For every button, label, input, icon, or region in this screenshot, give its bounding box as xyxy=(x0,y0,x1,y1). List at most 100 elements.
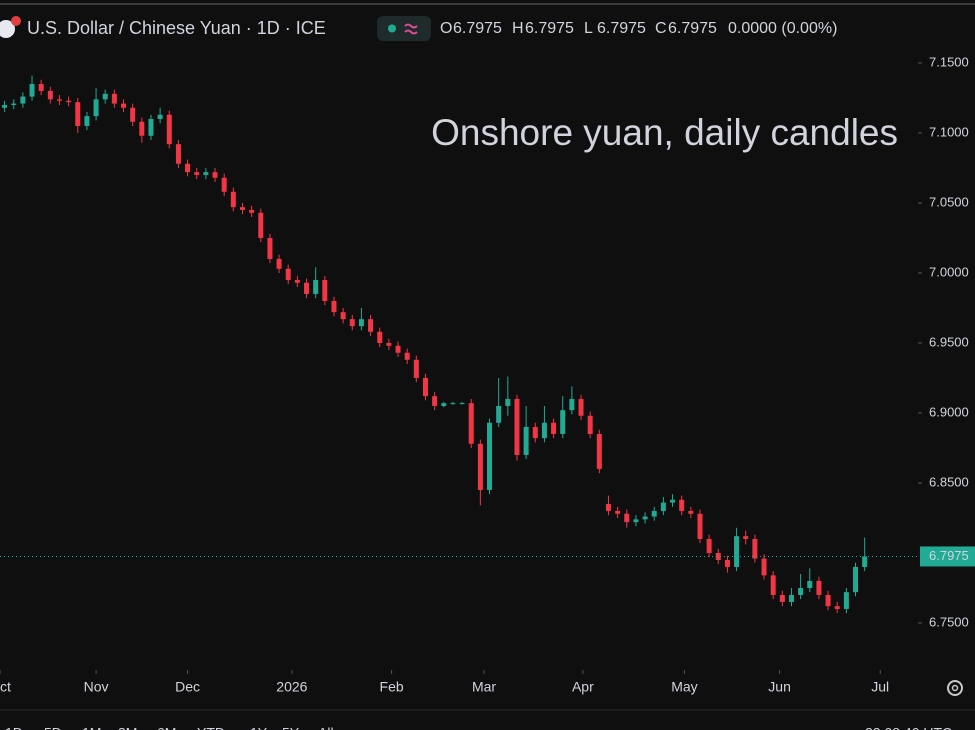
status-icon xyxy=(404,23,418,35)
candle-body xyxy=(395,345,401,353)
header-low-label: L xyxy=(584,20,593,37)
candle-body xyxy=(148,118,154,136)
y-tick-label: 7.0500 xyxy=(929,194,969,209)
candle-body xyxy=(432,396,438,406)
candle-body xyxy=(450,403,456,405)
candle-body xyxy=(56,99,62,101)
x-tick-label: May xyxy=(671,679,697,695)
clock: 22:08:40 UTC xyxy=(865,725,952,730)
y-tick-label: 7.1500 xyxy=(929,54,969,69)
candle-body xyxy=(75,102,81,126)
range-button[interactable]: 6M xyxy=(157,725,176,730)
candle-body xyxy=(422,377,428,397)
header-low: 6.7975 xyxy=(597,20,646,37)
candle-body xyxy=(194,172,200,175)
candle-body xyxy=(459,403,465,405)
status-dot xyxy=(388,24,396,33)
candle-body xyxy=(660,502,666,511)
candle-body xyxy=(569,398,575,411)
candle-body xyxy=(2,104,8,108)
candle-body xyxy=(853,566,859,593)
status-badge[interactable] xyxy=(377,16,431,41)
y-tick-label: 6.9500 xyxy=(929,334,969,349)
candle-body xyxy=(752,538,758,559)
candle-body xyxy=(340,312,346,320)
x-tick-label: 2026 xyxy=(276,679,307,695)
candle-body xyxy=(706,538,712,553)
x-tick-label: Jun xyxy=(768,679,791,695)
candle-body xyxy=(29,83,35,97)
candle-body xyxy=(93,99,99,117)
candle-body xyxy=(743,536,749,539)
candle-body xyxy=(679,499,685,511)
candle-body xyxy=(816,580,822,595)
range-button[interactable]: 1Y xyxy=(250,725,268,730)
range-button[interactable]: All xyxy=(318,725,334,730)
candle-body xyxy=(624,513,630,523)
range-button[interactable]: 5Y xyxy=(282,725,300,730)
y-tick-label: 6.8500 xyxy=(929,474,969,489)
candle-body xyxy=(697,513,703,539)
range-button[interactable]: 3M xyxy=(118,725,137,730)
candle-body xyxy=(47,90,53,100)
x-tick-label: Jul xyxy=(871,679,889,695)
candle-body xyxy=(834,606,840,609)
range-button[interactable]: 5D xyxy=(44,725,62,730)
candle-body xyxy=(560,410,566,434)
settings-icon[interactable] xyxy=(947,680,963,696)
annotation: Onshore yuan, daily candles xyxy=(431,112,898,153)
candle-body xyxy=(166,114,172,145)
header-close: 6.7975 xyxy=(668,20,717,37)
settings-ring xyxy=(947,680,963,696)
candle-body xyxy=(157,114,163,119)
candle-body xyxy=(788,594,794,602)
y-tick-label: 6.9000 xyxy=(929,404,969,419)
candle-body xyxy=(249,209,255,213)
candle-body xyxy=(349,319,355,327)
flag-icon-badge xyxy=(11,16,21,26)
candle-body xyxy=(267,237,273,259)
candle-body xyxy=(294,279,300,283)
candle-body xyxy=(505,398,511,406)
candle-body xyxy=(496,405,502,423)
candle-body xyxy=(843,592,849,609)
symbol-title: U.S. Dollar / Chinese Yuan · 1D · ICE xyxy=(27,18,326,38)
candle-body xyxy=(386,342,392,346)
candle-body xyxy=(84,116,90,126)
candle-body xyxy=(276,258,282,269)
candle-body xyxy=(239,207,245,210)
range-button[interactable]: YTD xyxy=(197,725,225,730)
candle-body xyxy=(779,594,785,602)
header-open-label: O xyxy=(440,20,452,37)
candle-body xyxy=(734,536,740,567)
candle-body xyxy=(102,93,108,100)
candle-body xyxy=(203,172,209,175)
candle-body xyxy=(825,594,831,607)
candle-body xyxy=(578,398,584,416)
candle-body xyxy=(175,144,181,164)
candle-body xyxy=(377,331,383,343)
candle-body xyxy=(139,121,145,136)
candle-body xyxy=(111,93,117,104)
settings-hub xyxy=(951,684,959,692)
x-tick-label: Nov xyxy=(84,679,109,695)
candle-body xyxy=(358,319,364,327)
candle-body xyxy=(185,163,191,173)
candle-body xyxy=(761,558,767,576)
candle-body xyxy=(368,319,374,332)
y-tick-label: 7.0000 xyxy=(929,264,969,279)
range-button[interactable]: 1D xyxy=(5,725,23,730)
candle-body xyxy=(413,359,419,378)
candle-body xyxy=(285,268,291,280)
candle-body xyxy=(551,422,557,434)
candle-body xyxy=(715,552,721,560)
candle-body xyxy=(605,503,611,511)
candle-body xyxy=(651,510,657,517)
range-button[interactable]: 1M xyxy=(82,725,101,730)
candle-body xyxy=(477,443,483,490)
candle-body xyxy=(615,510,621,514)
header-close-label: C xyxy=(655,20,667,37)
flag-icon xyxy=(0,20,15,38)
last-price-label: 6.7975 xyxy=(929,548,969,563)
